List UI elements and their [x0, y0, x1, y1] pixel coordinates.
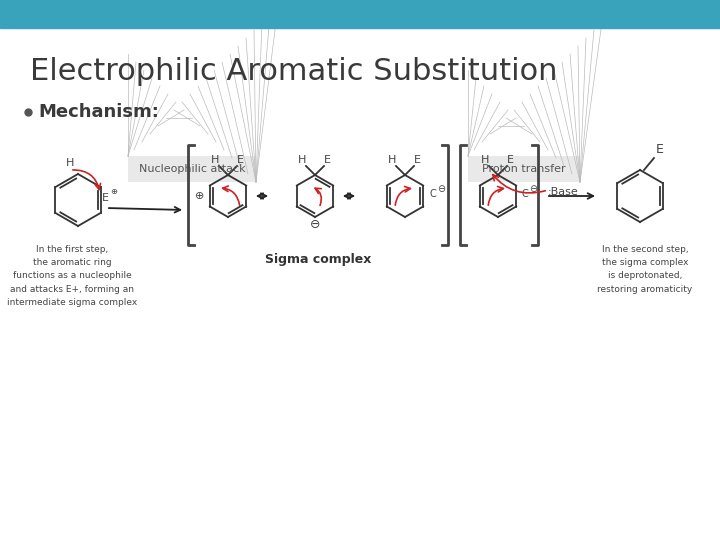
Text: E: E	[507, 155, 514, 165]
FancyBboxPatch shape	[128, 156, 256, 182]
Text: ⊕: ⊕	[110, 187, 117, 197]
Text: E: E	[102, 193, 109, 203]
Text: Electrophilic Aromatic Substitution: Electrophilic Aromatic Substitution	[30, 57, 557, 86]
FancyBboxPatch shape	[468, 156, 580, 182]
Text: In the first step,
the aromatic ring
functions as a nucleophile
and attacks E+, : In the first step, the aromatic ring fun…	[7, 245, 137, 307]
Text: E: E	[656, 143, 664, 156]
Text: E: E	[324, 155, 331, 165]
Text: ⊖: ⊖	[310, 219, 320, 232]
Bar	[0, 0, 720, 28]
Text: H: H	[297, 155, 306, 165]
Text: E: E	[237, 155, 244, 165]
Text: Proton transfer: Proton transfer	[482, 164, 566, 174]
Text: ⊖: ⊖	[437, 184, 445, 194]
Text: E: E	[414, 155, 421, 165]
Text: H: H	[387, 155, 396, 165]
Text: :Base: :Base	[548, 187, 579, 197]
Text: In the second step,
the sigma complex
is deprotonated,
restoring aromaticity: In the second step, the sigma complex is…	[598, 245, 693, 294]
Text: C: C	[522, 189, 528, 199]
Text: ⊕: ⊕	[195, 191, 204, 201]
Text: Sigma complex: Sigma complex	[265, 253, 372, 266]
Text: Nucleophilic attack: Nucleophilic attack	[139, 164, 246, 174]
Text: Mechanism:: Mechanism:	[38, 103, 159, 121]
Text: H: H	[481, 155, 489, 165]
Text: H: H	[211, 155, 219, 165]
Text: ⊖: ⊖	[529, 184, 537, 194]
Text: H: H	[66, 158, 74, 168]
Text: C: C	[430, 189, 437, 199]
